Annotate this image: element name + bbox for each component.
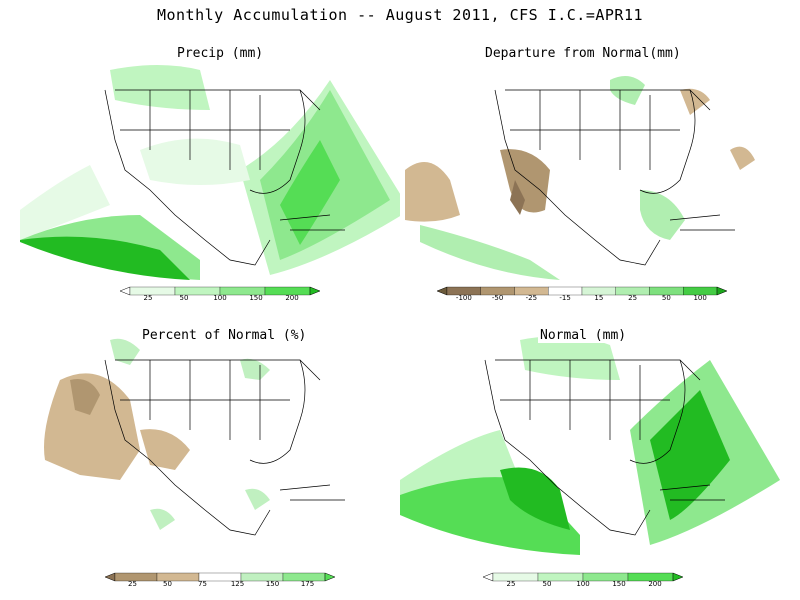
colorbar-tick-label: 175 xyxy=(300,580,315,588)
colorbar-arrow-left xyxy=(120,286,131,296)
percent-title: Percent of Normal (%) xyxy=(140,328,309,343)
precip-legend: 25 50 100 150 200 xyxy=(120,286,320,310)
percent-colorbar xyxy=(105,572,335,582)
colorbar-tick-label: 50 xyxy=(542,580,552,588)
precip-colorbar xyxy=(120,286,320,296)
colorbar-segment xyxy=(129,286,176,296)
colorbar-tick-label: 100 xyxy=(693,294,707,302)
colorbar-tick-label: -15 xyxy=(559,294,571,302)
normal-panel: Normal (mm) xyxy=(400,320,800,600)
colorbar-tick-label: 50 xyxy=(163,580,172,588)
colorbar-tick-label: 50 xyxy=(179,294,189,302)
normal-legend: 25 50 100 150 200 xyxy=(483,572,683,596)
figure-title: Monthly Accumulation -- August 2011, CFS… xyxy=(156,6,644,24)
normal-map xyxy=(400,336,780,555)
colorbar-segment xyxy=(492,572,539,582)
percent-map xyxy=(35,338,400,555)
colorbar-tick-label: 125 xyxy=(230,580,245,588)
colorbar-tick-label: 25 xyxy=(128,580,137,588)
colorbar-arrow-right xyxy=(716,286,727,296)
colorbar-tick-label: 150 xyxy=(612,580,626,588)
departure-colorbar xyxy=(437,286,727,296)
colorbar-arrow-left xyxy=(483,572,494,582)
percent-panel: Percent of Normal (%) xyxy=(0,320,400,600)
colorbar-arrow-right xyxy=(309,286,320,296)
colorbar-tick-label: 100 xyxy=(576,580,590,588)
normal-title: Normal (mm) xyxy=(538,328,629,343)
departure-legend: -100 -50 -25 -15 15 25 50 100 xyxy=(437,286,727,310)
colorbar-tick-label: 15 xyxy=(594,294,604,302)
colorbar-tick-label: -25 xyxy=(525,294,538,302)
departure-panel: Departure from Normal(mm) xyxy=(400,30,800,310)
colorbar-tick-label: 100 xyxy=(213,294,227,302)
colorbar-tick-label: 150 xyxy=(265,580,280,588)
colorbar-tick-label: 150 xyxy=(249,294,263,302)
colorbar-tick-label: 200 xyxy=(285,294,299,302)
precip-title: Precip (mm) xyxy=(175,46,266,61)
colorbar-tick-label: 25 xyxy=(143,294,153,302)
colorbar-arrow-left xyxy=(437,286,448,296)
colorbar-tick-label: 25 xyxy=(506,580,516,588)
colorbar-tick-label: -50 xyxy=(491,294,504,302)
colorbar-arrow-right xyxy=(324,572,335,582)
percent-legend: 25 50 75 125 150 175 xyxy=(105,572,335,596)
precip-panel: Precip (mm) xyxy=(0,30,400,310)
colorbar-tick-label: 50 xyxy=(661,294,671,302)
departure-title: Departure from Normal(mm) xyxy=(483,46,683,61)
colorbar-arrow-left xyxy=(105,572,116,582)
departure-map xyxy=(405,62,790,280)
colorbar-tick-label: -100 xyxy=(455,294,472,302)
colorbar-tick-label: 25 xyxy=(628,294,638,302)
colorbar-tick-label: 200 xyxy=(648,580,662,588)
precip-map xyxy=(20,62,400,280)
normal-colorbar xyxy=(483,572,683,582)
colorbar-arrow-right xyxy=(672,572,683,582)
colorbar-tick-label: 75 xyxy=(198,580,207,588)
